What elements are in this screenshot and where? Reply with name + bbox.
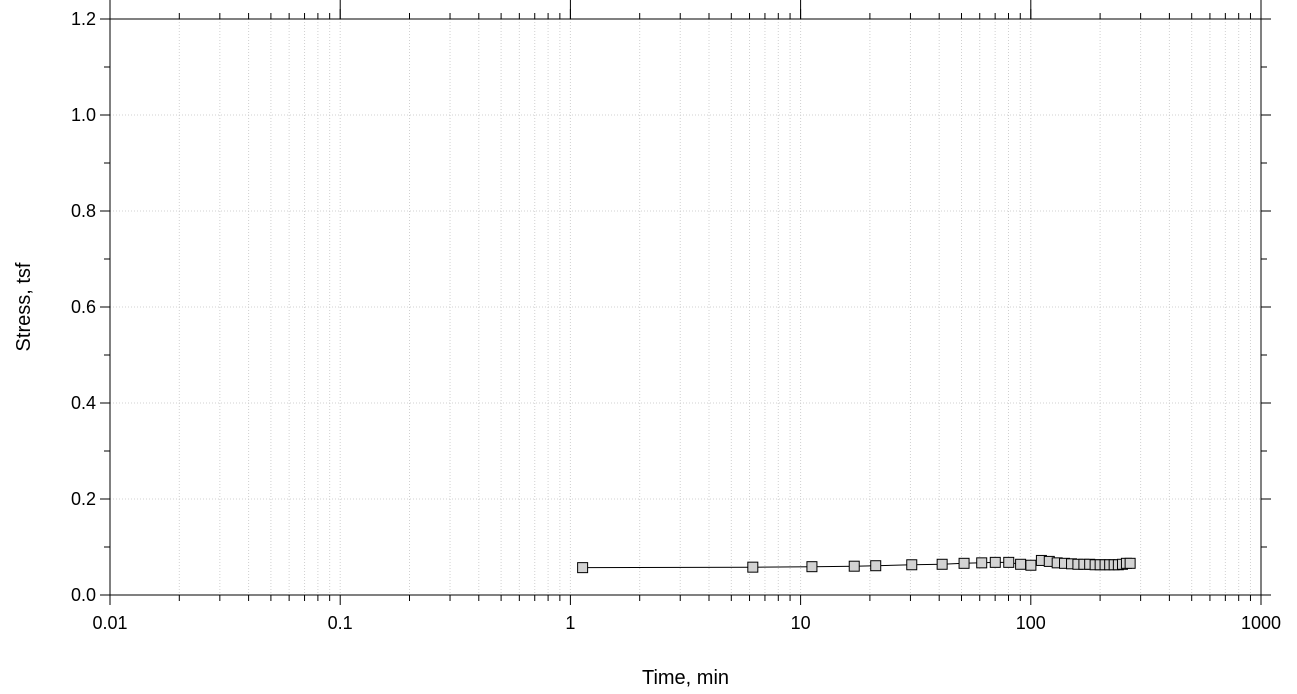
data-point <box>1015 558 1027 570</box>
data-point <box>1124 557 1136 569</box>
y-tick-label: 0.0 <box>71 585 96 605</box>
x-tick-label: 0.1 <box>328 613 353 633</box>
data-point <box>806 561 818 573</box>
data-series <box>577 554 1136 574</box>
data-point <box>989 556 1001 568</box>
data-point <box>848 560 860 572</box>
x-tick-label: 0.01 <box>92 613 127 633</box>
data-point <box>906 559 918 571</box>
y-tick-label: 0.6 <box>71 297 96 317</box>
grid <box>109 19 1262 595</box>
y-tick-label: 0.2 <box>71 489 96 509</box>
data-point <box>936 558 948 570</box>
data-point <box>870 560 882 572</box>
data-point <box>976 557 988 569</box>
y-axis-label: Stress, tsf <box>13 262 35 351</box>
x-axis-label: Time, min <box>642 667 729 689</box>
data-point <box>1025 559 1037 571</box>
x-tick-label: 100 <box>1016 613 1046 633</box>
y-tick-label: 1.0 <box>71 105 96 125</box>
axis-ticks <box>100 0 1271 605</box>
x-tick-label: 10 <box>791 613 811 633</box>
tick-labels: 0.01 0.1 1 10 100 1000 0.0 0.2 0.4 0.6 0.8 1.0 1.2 <box>71 9 1281 633</box>
data-point <box>747 561 759 573</box>
x-tick-label: 1 <box>565 613 575 633</box>
data-point <box>1003 556 1015 568</box>
plot-frame <box>109 18 1262 596</box>
y-tick-label: 0.4 <box>71 393 96 413</box>
x-tick-label: 1000 <box>1241 613 1281 633</box>
y-tick-label: 1.2 <box>71 9 96 29</box>
data-point <box>958 557 970 569</box>
data-point <box>577 562 589 574</box>
y-tick-label: 0.8 <box>71 201 96 221</box>
